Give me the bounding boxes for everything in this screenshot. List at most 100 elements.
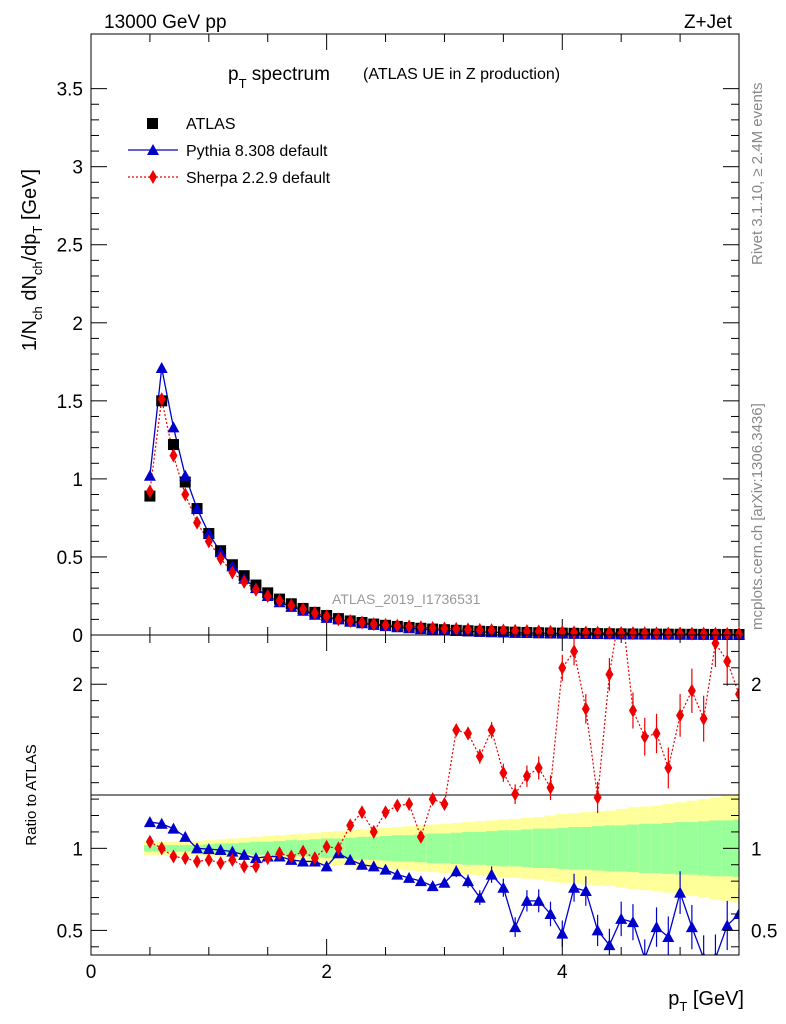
ratio-pythia-point [191, 842, 204, 854]
sherpa-point [145, 484, 154, 499]
band-inner [591, 826, 604, 871]
band-inner [568, 827, 580, 870]
sherpa-point [593, 625, 602, 640]
band-inner [391, 835, 404, 862]
ratio-sherpa-point [735, 687, 739, 702]
ratio-sherpa-point [381, 805, 390, 820]
ratio-sherpa-point [310, 851, 319, 866]
ratio-sherpa-point [157, 841, 166, 856]
ratio-pythia-point [179, 830, 192, 842]
ratio-sherpa-point [275, 846, 284, 861]
band-inner [356, 836, 368, 860]
ratio-pythia-point [650, 921, 663, 933]
ratio-sherpa-point [464, 726, 473, 741]
ratio-sherpa-point [605, 667, 614, 682]
ratio-ytick-label-right: 0.5 [751, 921, 777, 942]
ratio-pythia-point [344, 853, 357, 865]
sherpa-point [204, 534, 213, 549]
band-inner [450, 832, 463, 864]
sherpa-point [157, 392, 166, 407]
ratio-pythia-point [202, 843, 215, 855]
band-inner [556, 827, 569, 869]
atlas-point [179, 476, 191, 488]
ratio-xtick-label: 0 [86, 962, 97, 983]
ratio-pythia-point [438, 876, 451, 888]
ratio-pythia-point [391, 868, 404, 880]
ratio-sherpa-point [676, 708, 685, 723]
ratio-sherpa-point [593, 790, 602, 805]
sherpa-point [287, 598, 296, 613]
legend-atlas-marker [147, 118, 158, 129]
main-ytick-label: 1.5 [57, 392, 83, 413]
pythia-point [202, 527, 215, 539]
sherpa-point [169, 448, 178, 463]
sherpa-point [558, 625, 567, 640]
ratio-sherpa-point [558, 660, 567, 675]
legend: ATLAS Pythia 8.308 default Sherpa 2.2.9 … [128, 116, 331, 187]
ratio-pythia-point [532, 894, 545, 906]
band-inner [179, 845, 192, 852]
band-inner [532, 828, 545, 869]
ratio-ticks: 0.5 0.5 1 1 2 2 0 2 4 [57, 635, 777, 983]
ratio-sherpa-point [393, 798, 402, 813]
ratio-xlabel: pT [GeV] [668, 988, 744, 1014]
band-inner [344, 837, 357, 859]
band-inner [509, 830, 522, 867]
ratio-pythia-point [238, 848, 251, 860]
band-inner [685, 822, 698, 875]
sherpa-point [487, 623, 496, 638]
ratio-sherpa-point [711, 636, 720, 651]
band-inner [426, 833, 439, 864]
mcplots-label: mcplots.cern.ch [arXiv:1306.3436] [749, 403, 766, 630]
sherpa-point [475, 622, 484, 637]
ratio-sherpa-point [628, 703, 637, 718]
main-ylabel: 1/Nch dNch/dpT [GeV] [19, 169, 45, 351]
sherpa-point [299, 602, 308, 617]
ratio-sherpa-point [334, 841, 343, 856]
ratio-pythia-point [568, 881, 581, 893]
ratio-pythia-point [674, 886, 687, 898]
sherpa-point [393, 618, 402, 633]
sherpa-point [416, 620, 425, 635]
main-ticks: 0 0.5 1 1.5 2 2.5 3 3.5 [57, 34, 740, 647]
ratio-sherpa-point [664, 760, 673, 775]
sherpa-point [605, 625, 614, 640]
band-inner [438, 833, 451, 864]
ratio-sherpa-point [546, 780, 555, 795]
atlas-point [167, 439, 179, 451]
ratio-pythia-point [167, 822, 180, 834]
ratio-sherpa-point [581, 701, 590, 716]
ratio-pythia-point [450, 865, 463, 877]
ratio-sherpa-point [652, 726, 661, 741]
band-inner [497, 830, 510, 867]
sherpa-point [263, 588, 272, 603]
ratio-sherpa-point [181, 851, 190, 866]
pythia-point [191, 502, 204, 514]
main-ytick-label: 2.5 [57, 236, 83, 257]
title-sub: T [239, 76, 247, 91]
band-inner [521, 829, 533, 868]
ratio-sherpa-point [251, 859, 260, 874]
sherpa-point [687, 626, 696, 641]
ratio-ytick-label: 1 [72, 839, 83, 860]
main-ytick-label: 1 [72, 470, 83, 491]
ratio-sherpa-point [228, 852, 237, 867]
ratio-pythia-point [626, 916, 639, 928]
sherpa-point [228, 565, 237, 580]
ratio-pythia-point [615, 912, 628, 924]
ratio-sherpa-point [405, 797, 414, 812]
ratio-sherpa-point [487, 723, 496, 738]
pythia-point [179, 469, 192, 481]
ratio-sherpa-point [570, 644, 579, 659]
ratio-sherpa-point [617, 595, 625, 609]
ratio-pythia-point [355, 858, 368, 870]
band-inner [709, 820, 722, 877]
main-title: pT spectrum [228, 64, 330, 91]
main-subtitle: (ATLAS UE in Z production) [363, 66, 560, 83]
sherpa-point [652, 626, 661, 641]
ratio-ytick-label-right: 2 [751, 675, 762, 696]
ratio-sherpa-point [287, 849, 296, 864]
ratio-pythia-point [414, 875, 427, 887]
band-inner [238, 842, 251, 855]
band-inner [403, 835, 415, 862]
